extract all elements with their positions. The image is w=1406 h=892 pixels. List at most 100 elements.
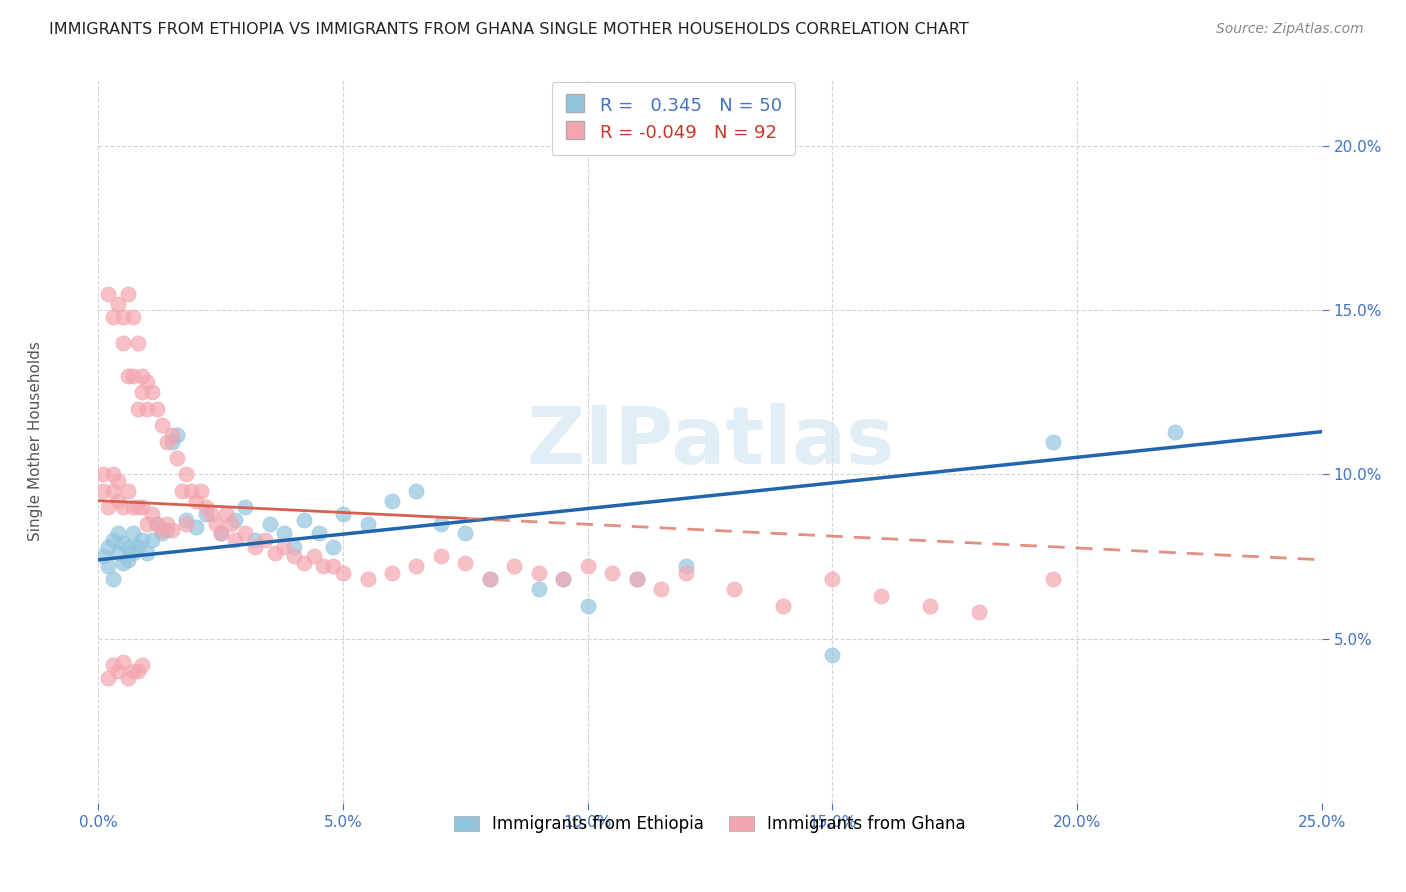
Point — [111, 310, 134, 324]
Point — [322, 559, 344, 574]
Point — [405, 483, 427, 498]
Point — [214, 507, 236, 521]
Point — [107, 296, 129, 310]
Point — [209, 526, 232, 541]
Point — [527, 582, 550, 597]
Point — [186, 520, 208, 534]
Point — [97, 559, 120, 574]
Point — [127, 500, 149, 515]
Point — [675, 566, 697, 580]
Point — [146, 516, 169, 531]
Point — [322, 540, 344, 554]
Point — [626, 573, 648, 587]
Point — [131, 500, 153, 515]
Point — [141, 533, 163, 547]
Point — [166, 428, 188, 442]
Point — [430, 516, 453, 531]
Point — [117, 286, 139, 301]
Point — [160, 523, 183, 537]
Point — [166, 450, 188, 465]
Point — [150, 526, 173, 541]
Point — [292, 513, 315, 527]
Point — [101, 310, 124, 324]
Point — [553, 573, 575, 587]
Point — [107, 665, 129, 679]
Point — [121, 546, 143, 560]
Point — [454, 556, 477, 570]
Text: ZIPatlas: ZIPatlas — [526, 402, 894, 481]
Point — [302, 549, 325, 564]
Point — [772, 599, 794, 613]
Point — [821, 573, 844, 587]
Point — [91, 549, 114, 564]
Point — [91, 467, 114, 482]
Point — [356, 573, 378, 587]
Point — [224, 533, 246, 547]
Point — [117, 671, 139, 685]
Point — [111, 556, 134, 570]
Point — [146, 516, 169, 531]
Point — [127, 336, 149, 351]
Point — [150, 418, 173, 433]
Point — [117, 540, 139, 554]
Point — [150, 523, 173, 537]
Point — [117, 368, 139, 383]
Point — [224, 513, 246, 527]
Point — [117, 553, 139, 567]
Point — [273, 526, 295, 541]
Point — [332, 507, 354, 521]
Point — [97, 500, 120, 515]
Point — [283, 549, 305, 564]
Point — [967, 605, 990, 619]
Point — [273, 540, 295, 554]
Point — [156, 434, 179, 449]
Point — [107, 526, 129, 541]
Point — [723, 582, 745, 597]
Point — [136, 516, 159, 531]
Point — [131, 657, 153, 672]
Y-axis label: Single Mother Households: Single Mother Households — [28, 342, 42, 541]
Point — [121, 665, 143, 679]
Point — [675, 559, 697, 574]
Point — [111, 500, 134, 515]
Point — [121, 500, 143, 515]
Legend: Immigrants from Ethiopia, Immigrants from Ghana: Immigrants from Ethiopia, Immigrants fro… — [446, 806, 974, 841]
Point — [600, 566, 623, 580]
Point — [1164, 425, 1187, 439]
Point — [576, 599, 599, 613]
Point — [527, 566, 550, 580]
Point — [160, 428, 183, 442]
Point — [160, 434, 183, 449]
Point — [101, 657, 124, 672]
Point — [195, 507, 218, 521]
Point — [405, 559, 427, 574]
Point — [626, 573, 648, 587]
Point — [430, 549, 453, 564]
Point — [101, 483, 124, 498]
Point — [111, 655, 134, 669]
Text: Source: ZipAtlas.com: Source: ZipAtlas.com — [1216, 22, 1364, 37]
Point — [127, 540, 149, 554]
Point — [190, 483, 212, 498]
Point — [219, 516, 242, 531]
Point — [576, 559, 599, 574]
Point — [141, 507, 163, 521]
Point — [117, 483, 139, 498]
Point — [136, 546, 159, 560]
Point — [308, 526, 330, 541]
Point — [131, 368, 153, 383]
Text: IMMIGRANTS FROM ETHIOPIA VS IMMIGRANTS FROM GHANA SINGLE MOTHER HOUSEHOLDS CORRE: IMMIGRANTS FROM ETHIOPIA VS IMMIGRANTS F… — [49, 22, 969, 37]
Point — [553, 573, 575, 587]
Point — [101, 467, 124, 482]
Point — [209, 526, 232, 541]
Point — [233, 500, 256, 515]
Point — [127, 401, 149, 416]
Point — [97, 540, 120, 554]
Point — [381, 566, 404, 580]
Point — [283, 540, 305, 554]
Point — [107, 474, 129, 488]
Point — [107, 546, 129, 560]
Point — [243, 540, 266, 554]
Point — [107, 493, 129, 508]
Point — [478, 573, 501, 587]
